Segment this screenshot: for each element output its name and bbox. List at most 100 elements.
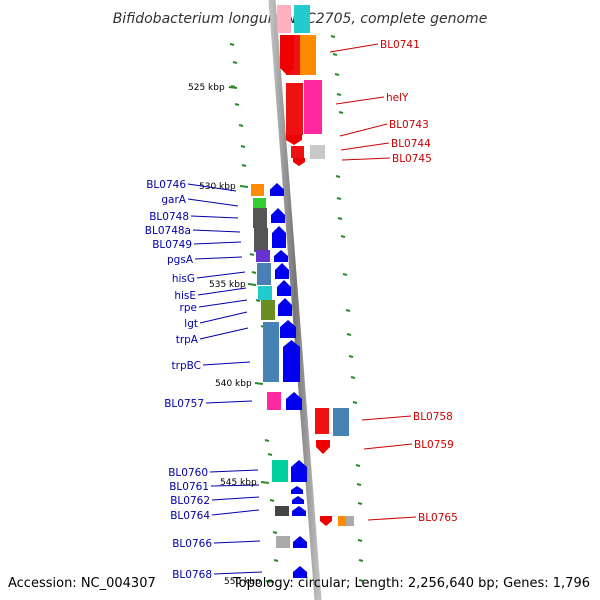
- gene-block: [276, 536, 290, 548]
- gc-mark: [241, 164, 247, 167]
- gene-label[interactable]: BL0744: [391, 138, 431, 150]
- leader-line: [213, 540, 261, 544]
- strand-arrow: [278, 298, 292, 316]
- gc-mark: [249, 253, 255, 256]
- strand-arrow: [291, 486, 303, 494]
- gene-label[interactable]: garA: [161, 194, 186, 206]
- leader-line: [190, 215, 239, 219]
- strand-arrow: [270, 183, 284, 196]
- leader-line: [367, 516, 417, 521]
- gene-label[interactable]: trpA: [176, 334, 199, 346]
- gene-label[interactable]: BL0761: [169, 481, 209, 493]
- gc-mark: [355, 464, 361, 467]
- gc-mark: [238, 124, 244, 127]
- gene-label[interactable]: BL0741: [380, 39, 420, 51]
- leader-line: [213, 571, 263, 575]
- leader-line: [211, 496, 260, 501]
- gene-label[interactable]: BL0765: [418, 512, 458, 524]
- gene-block: [254, 228, 268, 252]
- gene-label[interactable]: BL0759: [414, 439, 454, 451]
- topology-text: Topology: circular; Length: 2,256,640 bp…: [232, 576, 590, 591]
- leader-line: [210, 484, 260, 487]
- gene-label[interactable]: hisG: [172, 273, 195, 285]
- genome-backbone: [268, 0, 322, 600]
- gene-block: [277, 5, 291, 33]
- strand-arrow: [293, 536, 307, 548]
- kbp-tick: [247, 283, 257, 286]
- gc-mark: [251, 271, 257, 274]
- leader-line: [209, 469, 259, 473]
- gene-label[interactable]: BL0748a: [145, 225, 191, 237]
- strand-arrow: [277, 280, 291, 296]
- strand-arrow: [280, 320, 296, 338]
- gene-label[interactable]: BL0764: [170, 510, 210, 522]
- strand-arrow: [316, 440, 330, 454]
- gc-mark: [356, 483, 362, 486]
- gc-mark: [234, 103, 240, 106]
- gc-mark: [336, 197, 342, 200]
- kbp-tick: [265, 580, 275, 583]
- strand-arrow: [274, 250, 288, 262]
- gene-label[interactable]: hisE: [174, 290, 196, 302]
- strand-arrow: [280, 35, 294, 75]
- strand-arrow: [292, 496, 304, 504]
- leader-line: [198, 299, 248, 308]
- leader-line: [340, 142, 390, 151]
- gene-block: [257, 263, 271, 285]
- gene-label[interactable]: BL0758: [413, 411, 453, 423]
- gene-label[interactable]: BL0766: [172, 538, 212, 550]
- gene-block: [310, 145, 325, 159]
- gene-label[interactable]: trpBC: [172, 360, 201, 372]
- gc-mark: [357, 502, 363, 505]
- gene-label[interactable]: BL0760: [168, 467, 208, 479]
- gc-mark: [346, 333, 352, 336]
- gene-label[interactable]: BL0745: [392, 153, 432, 165]
- gc-mark: [352, 401, 358, 404]
- leader-line: [361, 415, 412, 421]
- leader-line: [197, 287, 247, 296]
- strand-arrow: [293, 566, 307, 578]
- gc-mark: [273, 559, 279, 562]
- gene-label[interactable]: BL0768: [172, 569, 212, 581]
- leader-line: [199, 327, 249, 340]
- strand-arrow: [271, 208, 285, 223]
- gene-block: [300, 35, 316, 75]
- gene-block: [272, 460, 288, 482]
- gene-label[interactable]: BL0749: [152, 239, 192, 251]
- gc-mark: [332, 53, 338, 56]
- strand-arrow: [292, 506, 306, 516]
- gc-mark: [272, 531, 278, 534]
- accession-text: Accession: NC_004307: [8, 576, 156, 591]
- kbp-tick: [228, 86, 238, 89]
- leader-line: [211, 509, 260, 516]
- leader-line: [202, 361, 251, 366]
- gene-label[interactable]: BL0757: [164, 398, 204, 410]
- leader-line: [187, 183, 237, 192]
- gene-block: [286, 83, 303, 135]
- gene-label[interactable]: rpe: [180, 302, 197, 314]
- gene-block: [291, 146, 304, 158]
- gc-mark: [338, 111, 344, 114]
- gc-mark: [232, 61, 238, 64]
- gc-mark: [342, 273, 348, 276]
- gc-mark: [357, 539, 363, 542]
- leader-line: [329, 43, 379, 53]
- gene-block: [275, 506, 289, 516]
- tick-label: 525 kbp: [188, 83, 225, 93]
- gene-block: [315, 408, 329, 434]
- gene-label[interactable]: helY: [386, 92, 409, 104]
- gene-label[interactable]: BL0762: [170, 495, 210, 507]
- gene-label[interactable]: pgsA: [167, 254, 194, 266]
- gene-label[interactable]: lgt: [184, 318, 198, 330]
- gene-label[interactable]: BL0743: [389, 119, 429, 131]
- gene-block: [253, 198, 266, 208]
- gene-label[interactable]: BL0746: [146, 179, 186, 191]
- gc-mark: [330, 35, 336, 38]
- gc-mark: [255, 299, 261, 302]
- gc-mark: [269, 499, 275, 502]
- gene-block: [346, 516, 354, 526]
- gene-label[interactable]: BL0748: [149, 211, 189, 223]
- leader-line: [194, 256, 243, 260]
- leader-line: [341, 157, 391, 161]
- gene-block: [261, 300, 275, 320]
